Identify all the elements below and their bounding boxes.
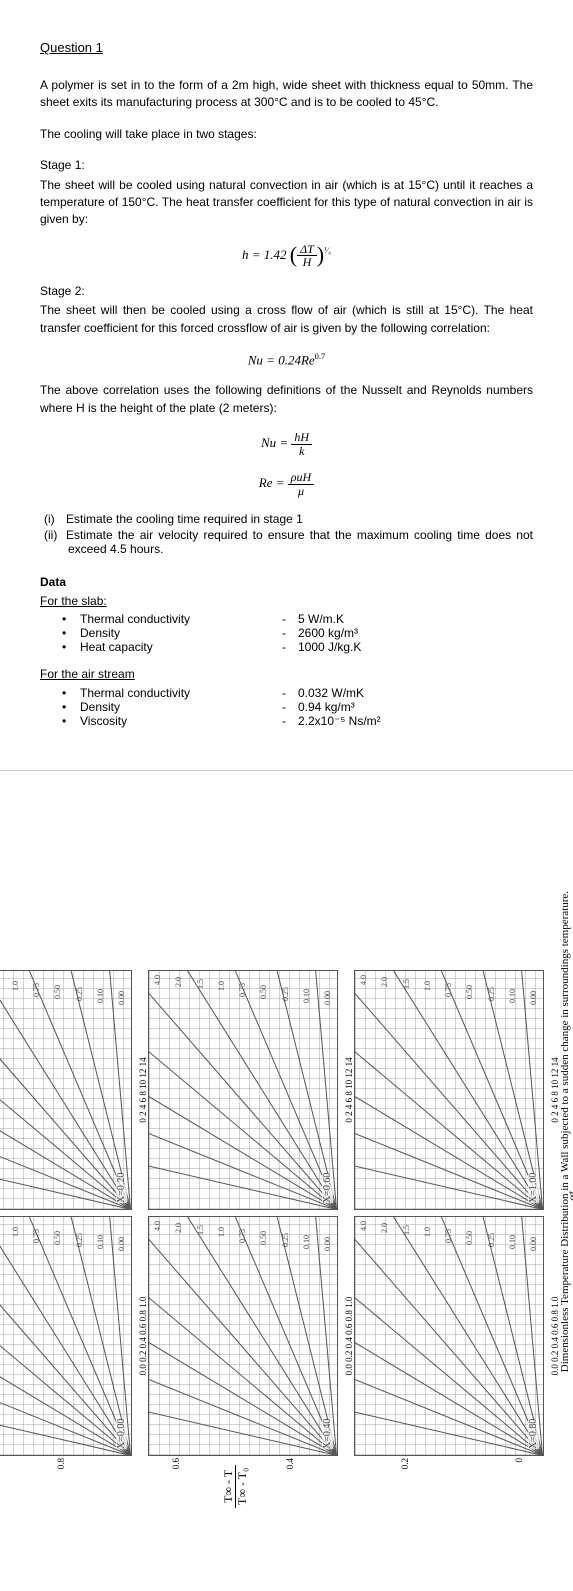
re-def: Re = ρuHμ [40,471,533,497]
question-heading: Question 1 [40,40,533,55]
table-row: •Density-0.94 kg/m³ [62,700,533,714]
nu-bot: k [291,445,312,458]
exponent: ¹⁄₄ [324,245,331,255]
data-heading: Data [40,574,533,591]
heisler-panel: 4.02.01.51.00.750.500.250.100.00X=0.00 [0,1216,132,1456]
stage2-formula: Nu = 0.24Re0.7 [40,351,533,368]
task-2: Estimate the air velocity required to en… [68,528,533,556]
frac-bot: H [297,256,317,269]
intro-paragraph: A polymer is set in to the form of a 2m … [40,77,533,112]
nu-def: Nu = hHk [40,431,533,457]
table-row: •Thermal conductivity-0.032 W/mK [62,686,533,700]
nu-lhs: Nu = [261,435,288,450]
cooling-line: The cooling will take place in two stage… [40,126,533,143]
task-1: Estimate the cooling time required in st… [68,512,533,526]
heisler-panel: 4.02.01.51.00.750.500.250.100.00X=0.80 [354,1216,544,1456]
page-1: Question 1 A polymer is set in to the fo… [0,0,573,770]
nu-formula: Nu = 0.24Re [248,352,315,367]
heisler-panel: 4.02.01.51.00.750.500.250.100.00X=0.20 [0,970,132,1210]
air-heading: For the air stream [40,666,533,683]
panel-label: X=0.80 [528,1418,539,1448]
air-table: •Thermal conductivity-0.032 W/mK•Density… [62,686,533,728]
stage1-text: The sheet will be cooled using natural c… [40,177,533,229]
table-row: •Viscosity-2.2x10⁻⁵ Ns/m² [62,714,533,728]
page-2: Dimensionless Temperature Distribution i… [0,770,573,1591]
x-axis-label: αtL² [566,936,573,1456]
heisler-panel: 4.02.01.51.00.750.500.250.100.00X=0.60 [148,970,338,1210]
panel-label: X=1.00 [528,1172,539,1202]
slab-table: •Thermal conductivity-5 W/m.K•Density-26… [62,612,533,654]
panel-label: X=0.20 [116,1172,127,1202]
re-bot: μ [288,485,314,498]
stage2-title: Stage 2: [40,283,533,300]
formula-prefix: h = 1.42 [242,247,287,262]
re-lhs: Re = [259,475,285,490]
heisler-panel: 4.02.01.51.00.750.500.250.100.00X=0.40 [148,1216,338,1456]
stage1-formula: h = 1.42 (ΔTH)¹⁄₄ [40,243,533,269]
panel-label: X=0.40 [322,1418,333,1448]
stage2-text: The sheet will then be cooled using a cr… [40,302,533,337]
panel-label: X=0.00 [116,1418,127,1448]
slab-heading: For the slab: [40,593,533,610]
re-top: ρuH [288,471,314,485]
heisler-chart-group: T∞ - T T∞ - T₀ 1.00.80.60.40.204.02.01.5… [0,936,573,1456]
heisler-panel: 4.02.01.51.00.750.500.250.100.00X=1.00 [354,970,544,1210]
table-row: •Heat capacity-1000 J/kg.K [62,640,533,654]
nu-top: hH [291,431,312,445]
panel-label: X=0.60 [322,1172,333,1202]
frac-top: ΔT [297,243,317,257]
panel-grid: 1.00.80.60.40.204.02.01.51.00.750.500.25… [0,936,573,1456]
nu-exp: 0.7 [315,351,326,361]
table-row: •Thermal conductivity-5 W/m.K [62,612,533,626]
table-row: •Density-2600 kg/m³ [62,626,533,640]
stage1-title: Stage 1: [40,157,533,174]
nusselt-text: The above correlation uses the following… [40,382,533,417]
task-list: Estimate the cooling time required in st… [40,512,533,556]
